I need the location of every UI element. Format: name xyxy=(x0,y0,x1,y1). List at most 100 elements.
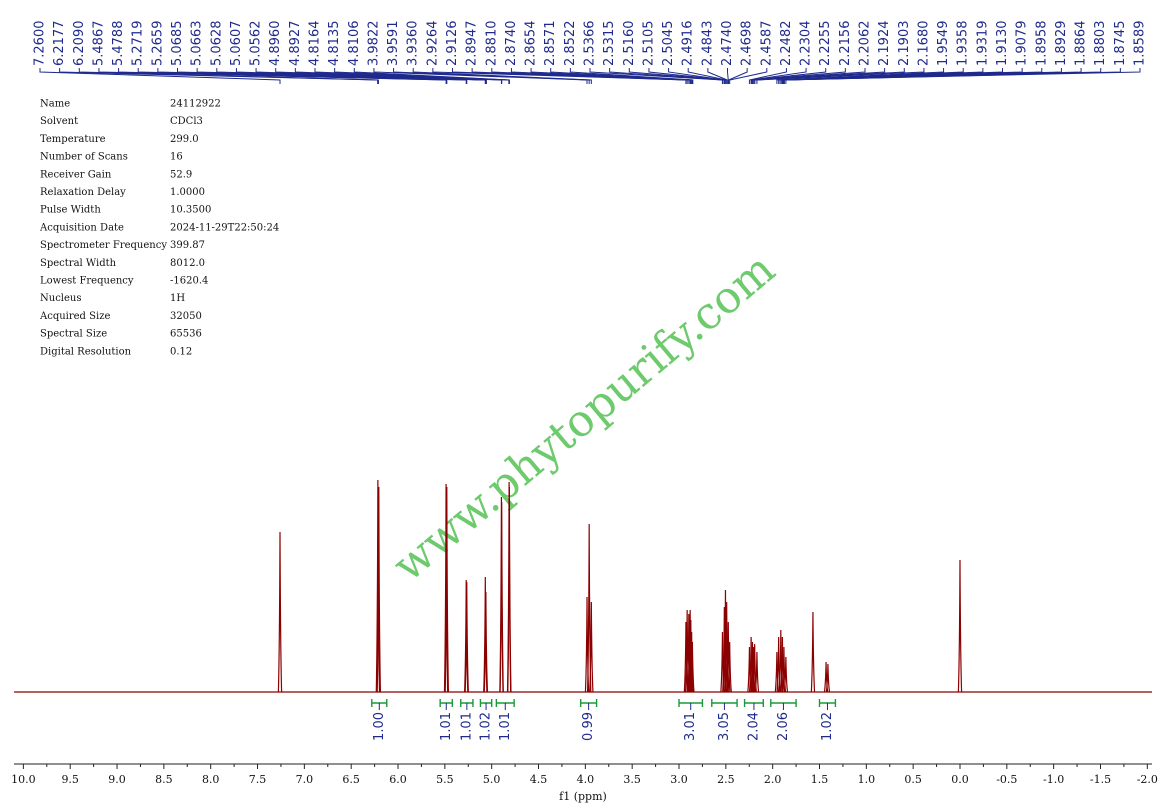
signal-peak xyxy=(754,651,760,693)
param-value: 8012.0 xyxy=(170,258,205,269)
integral-label: 1.01 xyxy=(459,712,474,741)
x-tick-label: 3.0 xyxy=(670,773,688,786)
signal-peak xyxy=(483,591,489,693)
x-tick-label: -0.5 xyxy=(996,773,1017,786)
peak-connector xyxy=(751,68,827,84)
signal-peak xyxy=(783,656,789,693)
x-tick-label: 1.0 xyxy=(858,773,876,786)
x-tick-label: 8.5 xyxy=(155,773,173,786)
peak-label: 2.4843 xyxy=(700,21,715,67)
integral-label: 0.99 xyxy=(581,712,596,741)
peak-label: 2.8947 xyxy=(465,21,480,66)
signal-peak xyxy=(499,501,504,693)
peak-connector xyxy=(754,68,905,84)
integral-label: 3.05 xyxy=(717,712,732,741)
peak-label: 4.8164 xyxy=(308,21,323,67)
x-tick-label: 7.5 xyxy=(249,773,267,786)
x-tick-label: 6.0 xyxy=(389,773,407,786)
signal-peak xyxy=(507,486,512,693)
peak-label: 6.2177 xyxy=(52,21,67,66)
peak-connector xyxy=(752,68,866,84)
x-tick-label: 5.5 xyxy=(436,773,454,786)
peak-label: 1.9079 xyxy=(1015,21,1030,66)
peak-label: 2.5045 xyxy=(661,21,676,67)
param-name: Nucleus xyxy=(40,293,81,304)
param-value: 399.87 xyxy=(170,240,205,251)
param-name: Digital Resolution xyxy=(40,346,132,357)
peak-label: 7.2600 xyxy=(33,21,48,67)
signal-peak xyxy=(443,483,449,693)
peak-label: 3.9360 xyxy=(406,21,421,67)
param-value: 0.12 xyxy=(170,346,192,357)
peak-label: 2.1924 xyxy=(877,21,892,67)
peak-label: 1.8803 xyxy=(1093,21,1108,67)
peak-label: 2.2062 xyxy=(858,21,873,67)
peak-label: 2.8740 xyxy=(504,20,519,66)
integral-label: 1.00 xyxy=(372,712,387,741)
x-tick-label: 2.0 xyxy=(764,773,782,786)
signal-peak xyxy=(464,581,469,693)
param-value: 16 xyxy=(170,152,183,163)
peak-label: 1.8958 xyxy=(1034,21,1049,67)
peak-label: 2.5160 xyxy=(622,21,637,67)
peak-label: 2.4698 xyxy=(740,21,755,67)
signal-peak xyxy=(825,663,831,693)
signal-peak xyxy=(751,646,756,693)
peak-label: 1.9358 xyxy=(956,21,971,67)
peak-connector xyxy=(510,68,692,84)
signal-peak xyxy=(689,631,694,693)
peak-label: 2.8522 xyxy=(563,21,578,67)
peak-label: 1.8929 xyxy=(1054,21,1069,67)
x-tick-label: 9.0 xyxy=(108,773,126,786)
x-tick-label: -1.0 xyxy=(1043,773,1064,786)
param-value: 52.9 xyxy=(170,169,192,180)
peak-label: 5.0607 xyxy=(229,20,244,66)
param-value: 24112922 xyxy=(170,99,221,110)
peak-label: 5.0628 xyxy=(209,21,224,66)
peak-label: 2.2304 xyxy=(799,21,814,67)
peak-label: 4.8106 xyxy=(347,21,362,67)
peak-connector xyxy=(687,68,728,84)
x-tick-label: 2.5 xyxy=(717,773,735,786)
peak-label: 2.1680 xyxy=(916,21,931,67)
x-tick-label: -2.0 xyxy=(1137,773,1158,786)
peak-label: 5.0562 xyxy=(249,21,264,67)
peak-label: 1.8589 xyxy=(1133,21,1148,67)
signal-peak xyxy=(586,523,592,693)
peak-label: 2.5105 xyxy=(641,21,656,67)
param-name: Acquired Size xyxy=(39,311,110,322)
peak-label: 2.9126 xyxy=(445,21,460,67)
param-value: 10.3500 xyxy=(170,205,211,216)
peak-connector xyxy=(39,68,281,84)
signal-peak xyxy=(277,531,283,693)
param-value: 32050 xyxy=(170,311,202,322)
peak-label: 2.5366 xyxy=(583,21,598,67)
signal-peak xyxy=(589,601,594,693)
integral-label: 3.01 xyxy=(683,712,698,741)
x-tick-label: 3.5 xyxy=(623,773,641,786)
param-name: Spectrometer Frequency xyxy=(40,240,167,251)
peak-label: 2.1903 xyxy=(897,21,912,67)
integral-label: 1.01 xyxy=(439,712,454,741)
param-value: CDCl3 xyxy=(170,116,203,127)
peak-connector xyxy=(78,68,379,84)
integral-label: 1.01 xyxy=(498,712,513,741)
peak-label: 1.9130 xyxy=(995,21,1010,67)
signal-peak xyxy=(690,641,695,693)
peak-connector xyxy=(294,68,503,84)
peak-label: 2.8571 xyxy=(543,21,558,67)
signal-peak xyxy=(810,611,816,693)
param-value: 299.0 xyxy=(170,134,199,145)
x-tick-label: 9.5 xyxy=(61,773,79,786)
peak-label: 1.9549 xyxy=(936,21,951,67)
x-tick-label: 0.0 xyxy=(951,773,969,786)
param-name: Relaxation Delay xyxy=(40,187,126,198)
signal-peak xyxy=(376,486,382,693)
peak-connector xyxy=(751,68,846,84)
x-axis-label: f1 (ppm) xyxy=(559,790,607,803)
param-name: Solvent xyxy=(40,116,78,127)
peak-connector xyxy=(255,68,487,84)
param-name: Spectral Width xyxy=(40,258,117,269)
peak-label: 2.8654 xyxy=(524,21,539,67)
